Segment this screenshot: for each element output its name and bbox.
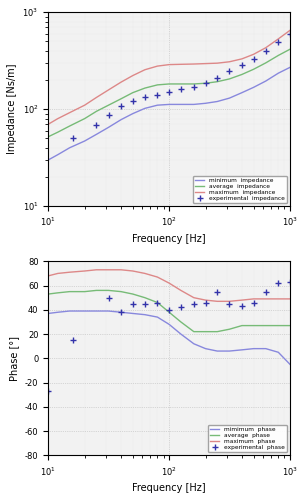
- X-axis label: Frequency [Hz]: Frequency [Hz]: [132, 234, 206, 244]
- Legend: minimum  impedance, average  impedance, maximum  impedance, experimental  impeda: minimum impedance, average impedance, ma…: [193, 176, 287, 204]
- Y-axis label: Phase [°]: Phase [°]: [9, 336, 20, 381]
- Legend: mimimum  phase, average  phase, maximum  phase, experimental  phase: mimimum phase, average phase, maximum ph…: [208, 425, 287, 452]
- X-axis label: Frequency [Hz]: Frequency [Hz]: [132, 483, 206, 493]
- Y-axis label: Impedance [Ns/m]: Impedance [Ns/m]: [7, 64, 17, 154]
